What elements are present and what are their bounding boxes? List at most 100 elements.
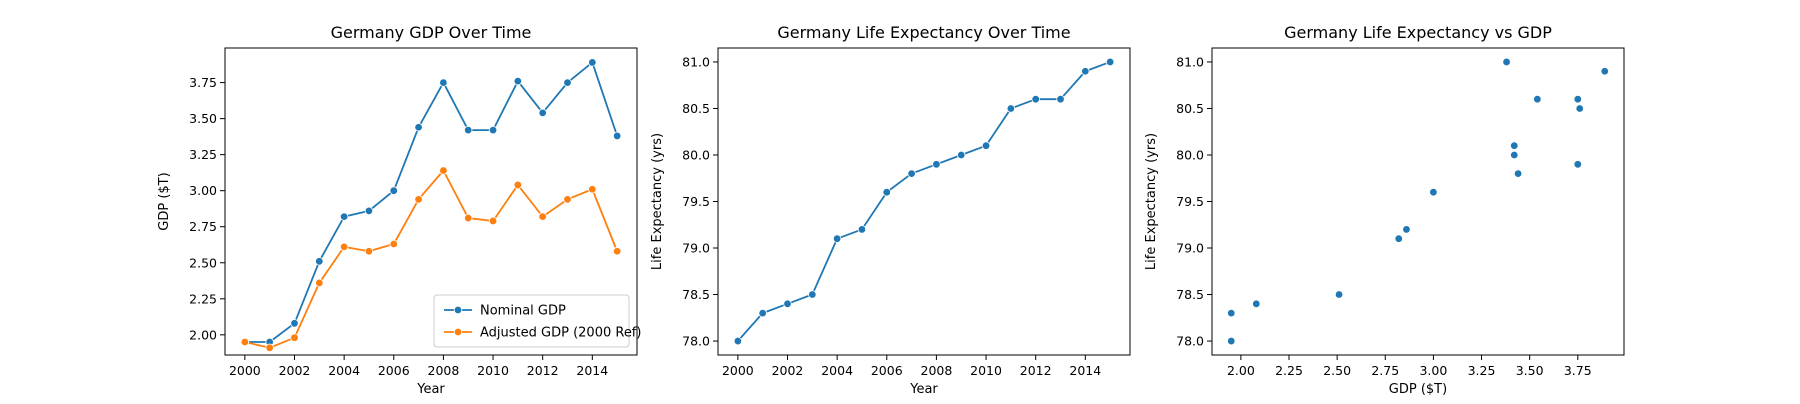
chart1-series-1-point	[339, 212, 349, 221]
chart1-series-2-point	[389, 239, 398, 249]
chart1-series-2-point	[265, 343, 274, 352]
chart3-series-1-point	[1227, 336, 1236, 346]
chart1-series-1-point	[538, 108, 547, 118]
chart2-series-1-point	[1031, 94, 1040, 104]
chart1-axes-frame	[224, 47, 638, 356]
chart1-series-2-point	[290, 333, 299, 342]
chart1-legend-swatch-marker	[453, 305, 463, 315]
chart1-ytick-label: 2.50	[189, 255, 217, 270]
chart1-series-2-point	[588, 185, 597, 194]
chart1-xtick-label: 2010	[477, 363, 509, 378]
chart3-series-1-point	[1252, 299, 1261, 309]
chart2-xtick-label: 2010	[970, 363, 1002, 378]
chart1-series-1-point	[439, 78, 448, 87]
chart1-series-2-point	[464, 213, 473, 223]
chart3-ytick-label: 81.0	[1176, 54, 1204, 69]
chart2-series-1-point	[932, 160, 941, 169]
chart2-xtick-label: 2004	[821, 363, 853, 378]
chart1-xtick-label: 2014	[576, 363, 608, 378]
chart3-xtick-label: 3.00	[1419, 363, 1447, 378]
chart3-series-1-point	[1394, 234, 1403, 243]
chart3-xlabel: GDP ($T)	[1389, 382, 1447, 397]
chart3-title: Germany Life Expectancy vs GDP	[1284, 23, 1552, 42]
chart1-ytick-label: 2.00	[189, 327, 217, 342]
chart2-xtick-label: 2000	[722, 363, 754, 378]
chart3-series-1-point	[1600, 67, 1609, 76]
chart1-series-2-point	[612, 247, 622, 256]
chart3-series-1-point	[1227, 308, 1236, 318]
chart1-series-1-point	[612, 131, 622, 141]
chart1-xtick-label: 2004	[328, 363, 360, 378]
chart3-xtick-label: 2.50	[1323, 363, 1351, 378]
chart3-series-1-point	[1510, 141, 1519, 150]
chart1-series-1-point	[414, 123, 423, 132]
chart2-axes-frame	[717, 47, 1131, 356]
chart1-series-1-line	[244, 61, 618, 343]
chart2-ytick-label: 78.0	[682, 334, 710, 349]
chart2-series-1-point	[758, 308, 767, 318]
chart2-series-1-point	[1056, 94, 1065, 104]
chart1-legend-label: Nominal GDP	[480, 304, 566, 319]
chart2-ytick-label: 79.5	[682, 194, 710, 209]
chart2-series-1-point	[981, 141, 991, 150]
chart1-xlabel: Year	[416, 382, 445, 397]
chart1-series-2-point	[513, 180, 523, 190]
chart1-series-2-point	[414, 195, 423, 204]
chart3-ytick-label: 79.5	[1176, 194, 1204, 209]
chart3-xtick-label: 3.50	[1516, 363, 1544, 378]
chart2-title: Germany Life Expectancy Over Time	[777, 23, 1070, 42]
chart2-xtick-label: 2014	[1069, 363, 1101, 378]
chart3-series-1-point	[1334, 290, 1344, 299]
chart2-xtick-label: 2006	[871, 363, 903, 378]
chart3-xtick-label: 3.75	[1564, 363, 1592, 378]
chart3-series-1-point	[1429, 187, 1438, 197]
chart3-ytick-label: 78.5	[1176, 287, 1204, 302]
chart3-axes-frame	[1211, 47, 1625, 356]
chart1-xtick-label: 2002	[279, 363, 311, 378]
chart2-series-1-line	[737, 61, 1111, 342]
chart1-series-1-point	[364, 206, 374, 216]
chart1-series-1-point	[464, 125, 473, 135]
chart3-ylabel: Life Expectancy (yrs)	[1144, 133, 1159, 270]
chart1-series-1-point	[488, 125, 498, 135]
chart3-ytick-label: 80.5	[1176, 101, 1204, 116]
chart2-xtick-label: 2002	[772, 363, 804, 378]
chart1-xtick-label: 2000	[229, 363, 261, 378]
chart3-series-1-point	[1573, 94, 1582, 104]
chart2-series-1-point	[808, 290, 817, 299]
chart1-series-2-point	[339, 242, 349, 252]
chart2-series-1-point	[882, 187, 891, 197]
chart1-series-1-point	[563, 78, 572, 87]
chart1-series-2-point	[315, 278, 324, 288]
chart1-ytick-label: 3.25	[189, 147, 217, 162]
chart2-series-1-point	[957, 150, 966, 160]
chart1-ytick-label: 2.75	[189, 219, 217, 234]
chart2-series-1-point	[832, 234, 842, 243]
chart1-series-2-point	[364, 247, 374, 256]
chart1-series-2-point	[488, 216, 498, 226]
chart1-xtick-label: 2008	[428, 363, 460, 378]
chart1-xtick-label: 2006	[378, 363, 410, 378]
chart1-series-2-point	[538, 212, 547, 221]
chart2-xtick-label: 2008	[921, 363, 953, 378]
chart3-series-1-point	[1575, 104, 1584, 113]
chart1-ylabel: GDP ($T)	[157, 172, 172, 230]
chart1-legend-swatch-marker	[453, 327, 463, 337]
chart2-series-1-point	[1105, 57, 1115, 67]
chart2-ytick-label: 80.5	[682, 101, 710, 116]
chart3-xtick-label: 2.25	[1275, 363, 1303, 378]
chart1-ytick-label: 3.75	[189, 75, 217, 90]
chart3-ytick-label: 79.0	[1176, 241, 1204, 256]
chart2-xlabel: Year	[909, 382, 938, 397]
chart3-xtick-label: 3.25	[1468, 363, 1496, 378]
chart1-ytick-label: 3.50	[189, 111, 217, 126]
chart1-legend-box	[433, 294, 630, 348]
chart3-series-1-point	[1533, 94, 1542, 104]
chart2-xtick-label: 2012	[1020, 363, 1052, 378]
chart1-series-1-point	[290, 319, 299, 328]
chart3-ytick-label: 78.0	[1176, 334, 1204, 349]
chart1-series-1-point	[389, 186, 398, 195]
chart2-series-1-point	[733, 336, 743, 346]
